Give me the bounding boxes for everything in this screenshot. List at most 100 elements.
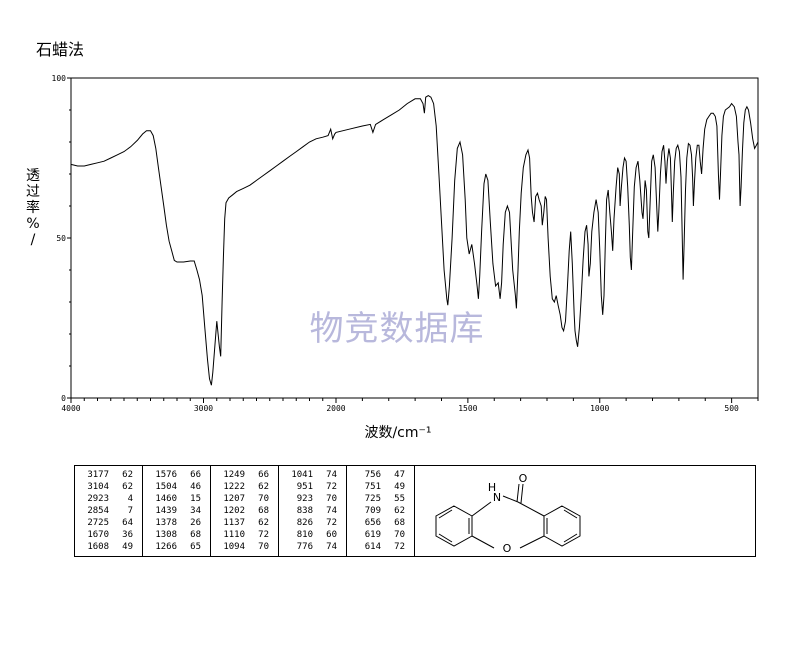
peak-transmittance: 62	[109, 469, 133, 481]
peak-wavenumber: 1439	[143, 505, 177, 517]
peak-transmittance: 74	[313, 541, 337, 553]
peak-wavenumber: 1504	[143, 481, 177, 493]
atom-label-carbonyl-o: O	[519, 472, 528, 485]
peak-transmittance: 70	[381, 529, 405, 541]
peak-row: 1460 15	[143, 493, 210, 505]
peak-transmittance: 64	[109, 517, 133, 529]
peak-transmittance: 70	[245, 493, 269, 505]
peak-row: 725 55	[347, 493, 414, 505]
peak-wavenumber: 3104	[75, 481, 109, 493]
peak-wavenumber: 709	[347, 505, 381, 517]
peak-row: 776 74	[279, 541, 346, 553]
peak-transmittance: 47	[381, 469, 405, 481]
x-axis-ticks: 4000 3000 2000 1500 1000 500	[61, 398, 758, 413]
peak-transmittance: 72	[381, 541, 405, 553]
peak-transmittance: 68	[381, 517, 405, 529]
y-axis-ticks: 100 50 0	[52, 74, 71, 403]
x-tick-label: 1000	[590, 404, 609, 413]
ir-spectrum-chart: 4000 3000 2000 1500 1000 500 100500 物竞数据库 波数/…	[0, 0, 794, 460]
peak-wavenumber: 1460	[143, 493, 177, 505]
peak-row: 1378 26	[143, 517, 210, 529]
peak-wavenumber: 1207	[211, 493, 245, 505]
peak-row: 1222 62	[211, 481, 278, 493]
peak-row: 751 49	[347, 481, 414, 493]
peak-wavenumber: 2854	[75, 505, 109, 517]
peak-transmittance: 60	[313, 529, 337, 541]
peak-row: 923 70	[279, 493, 346, 505]
atom-label-ring-o: O	[503, 542, 512, 555]
x-axis-title: 波数/cm⁻¹	[364, 425, 431, 441]
peak-column: 3177 62 3104 62 2923 4 2854 7 2725 64 1670 36 1608 49	[75, 466, 143, 556]
peak-row: 1137 62	[211, 517, 278, 529]
y-tick-label: 100	[52, 74, 67, 83]
peak-row: 2923 4	[75, 493, 142, 505]
peak-row: 756 47	[347, 469, 414, 481]
peak-row: 3104 62	[75, 481, 142, 493]
peak-transmittance: 62	[245, 481, 269, 493]
peak-transmittance: 70	[245, 541, 269, 553]
peak-transmittance: 65	[177, 541, 201, 553]
peak-wavenumber: 838	[279, 505, 313, 517]
peak-row: 1041 74	[279, 469, 346, 481]
peak-column: 1041 74 951 72 923 70 838 74 826 72 810 60 776 74	[279, 466, 347, 556]
peak-wavenumber: 1378	[143, 517, 177, 529]
peak-wavenumber: 1266	[143, 541, 177, 553]
peak-transmittance: 66	[177, 469, 201, 481]
peak-wavenumber: 1202	[211, 505, 245, 517]
peak-wavenumber: 826	[279, 517, 313, 529]
y-tick-label: 0	[61, 394, 66, 403]
peak-wavenumber: 1249	[211, 469, 245, 481]
peak-row: 2854 7	[75, 505, 142, 517]
peak-row: 810 60	[279, 529, 346, 541]
peak-wavenumber: 923	[279, 493, 313, 505]
peak-wavenumber: 2923	[75, 493, 109, 505]
y-axis-title: 透过率%/	[26, 168, 40, 248]
peak-wavenumber: 1670	[75, 529, 109, 541]
peak-column: 756 47 751 49 725 55 709 62 656 68 619 70 614 72	[347, 466, 415, 556]
peak-wavenumber: 1576	[143, 469, 177, 481]
peak-transmittance: 70	[313, 493, 337, 505]
peak-wavenumber: 1608	[75, 541, 109, 553]
peak-row: 1266 65	[143, 541, 210, 553]
peak-transmittance: 62	[245, 517, 269, 529]
peak-wavenumber: 1222	[211, 481, 245, 493]
peak-wavenumber: 725	[347, 493, 381, 505]
peak-transmittance: 62	[381, 505, 405, 517]
peak-column: 1249 66 1222 62 1207 70 1202 68 1137 62 1110 72 1094…	[211, 466, 279, 556]
peak-transmittance: 74	[313, 469, 337, 481]
peak-row: 709 62	[347, 505, 414, 517]
structure-cell: O H N O	[415, 466, 755, 556]
peak-wavenumber: 810	[279, 529, 313, 541]
peak-transmittance: 49	[381, 481, 405, 493]
peak-row: 1308 68	[143, 529, 210, 541]
peak-wavenumber: 951	[279, 481, 313, 493]
peak-transmittance: 49	[109, 541, 133, 553]
peak-transmittance: 4	[109, 493, 133, 505]
peak-column: 1576 66 1504 46 1460 15 1439 34 1378 26 1308 68 1266…	[143, 466, 211, 556]
peak-row: 838 74	[279, 505, 346, 517]
peak-wavenumber: 2725	[75, 517, 109, 529]
molecule-structure: O H N O	[415, 466, 755, 556]
peak-row: 1504 46	[143, 481, 210, 493]
x-tick-label: 4000	[61, 404, 80, 413]
peak-row: 1249 66	[211, 469, 278, 481]
peak-transmittance: 46	[177, 481, 201, 493]
peak-wavenumber: 751	[347, 481, 381, 493]
peak-transmittance: 55	[381, 493, 405, 505]
peak-transmittance: 66	[245, 469, 269, 481]
peak-row: 1207 70	[211, 493, 278, 505]
y-axis-title-char: %	[26, 216, 39, 232]
peak-transmittance: 72	[313, 517, 337, 529]
y-axis-title-char: 率	[26, 199, 40, 216]
peak-wavenumber: 1137	[211, 517, 245, 529]
peak-wavenumber: 619	[347, 529, 381, 541]
peak-wavenumber: 614	[347, 541, 381, 553]
peak-transmittance: 74	[313, 505, 337, 517]
peak-row: 1094 70	[211, 541, 278, 553]
peak-transmittance: 68	[177, 529, 201, 541]
atom-label-n: N	[493, 491, 501, 504]
peak-row: 2725 64	[75, 517, 142, 529]
y-tick-label: 50	[56, 234, 66, 243]
peak-row: 614 72	[347, 541, 414, 553]
peak-row: 826 72	[279, 517, 346, 529]
